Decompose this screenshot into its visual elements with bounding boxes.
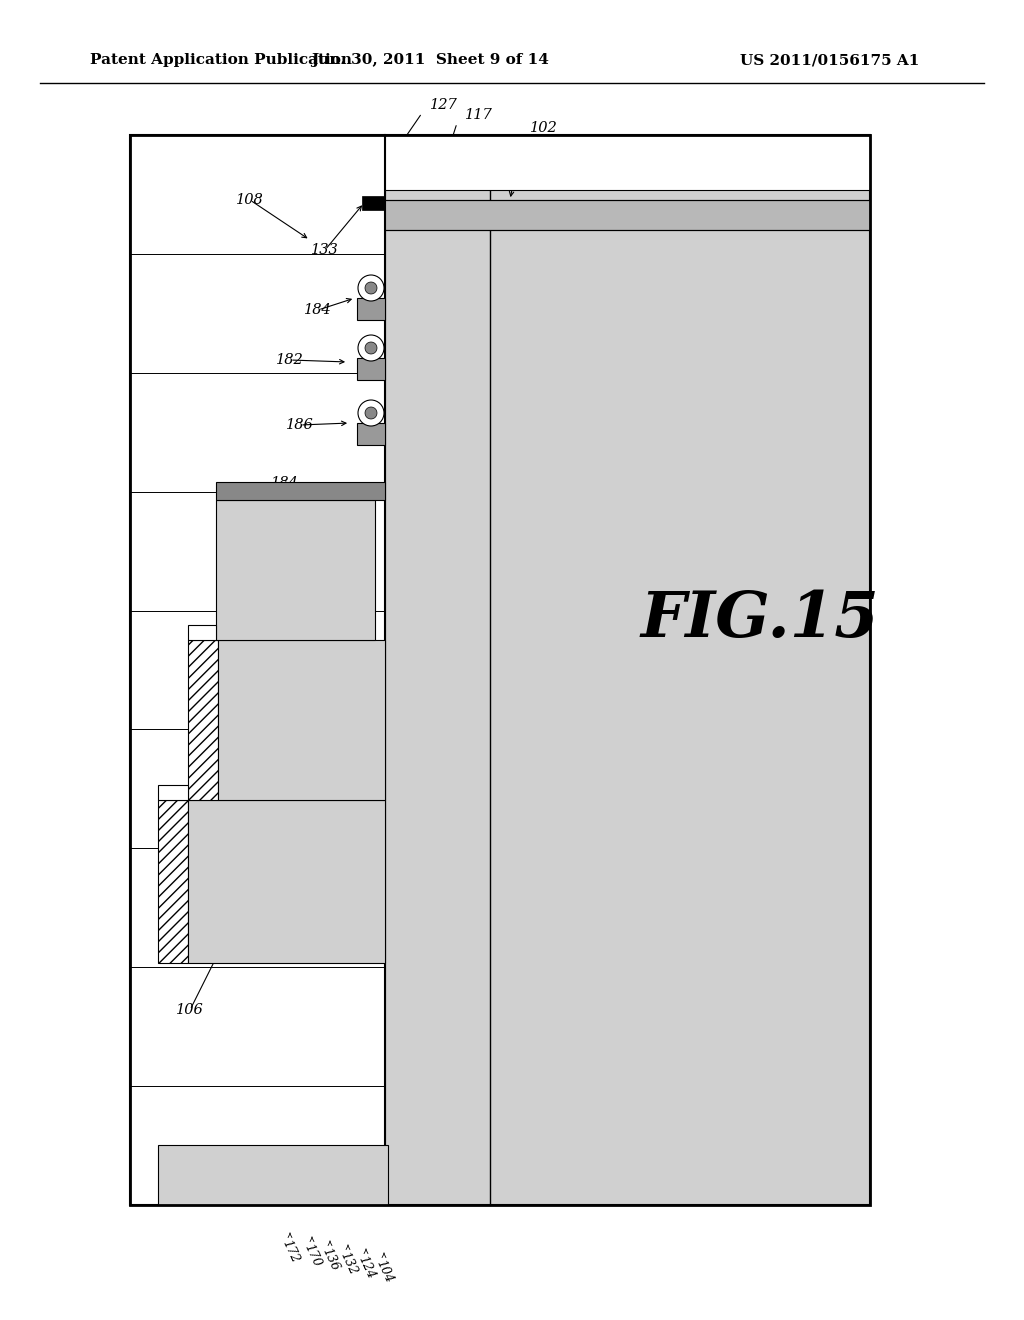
Circle shape <box>358 275 384 301</box>
Text: 186: 186 <box>286 418 314 432</box>
Bar <box>218 640 385 800</box>
Circle shape <box>365 282 377 294</box>
Text: 184: 184 <box>271 477 299 490</box>
Bar <box>216 500 375 640</box>
Text: 108: 108 <box>237 193 264 207</box>
Text: 106: 106 <box>176 1003 204 1016</box>
Text: US 2011/0156175 A1: US 2011/0156175 A1 <box>740 53 920 67</box>
Text: 136: 136 <box>319 1246 341 1274</box>
Circle shape <box>358 400 384 426</box>
Text: 132: 132 <box>337 1250 359 1278</box>
Text: 134: 134 <box>206 733 233 747</box>
Bar <box>216 482 385 500</box>
Bar <box>188 624 216 640</box>
Bar <box>385 135 870 1205</box>
Text: 133: 133 <box>311 243 339 257</box>
Bar <box>188 640 218 800</box>
Bar <box>357 298 385 319</box>
Text: 127: 127 <box>430 98 458 112</box>
Bar <box>385 135 870 190</box>
Text: 184: 184 <box>304 304 332 317</box>
Circle shape <box>365 407 377 418</box>
Text: 172: 172 <box>279 1238 301 1266</box>
Bar <box>357 422 385 445</box>
Bar <box>130 135 385 1205</box>
Text: Jun. 30, 2011  Sheet 9 of 14: Jun. 30, 2011 Sheet 9 of 14 <box>311 53 549 67</box>
Circle shape <box>365 342 377 354</box>
Bar <box>362 195 384 210</box>
Bar <box>188 800 385 964</box>
Bar <box>357 358 385 380</box>
Text: FIG.15: FIG.15 <box>641 589 880 651</box>
Text: 152: 152 <box>296 673 324 686</box>
Text: 136: 136 <box>301 523 329 537</box>
Text: 102: 102 <box>530 121 558 135</box>
Text: 104: 104 <box>373 1258 395 1286</box>
Text: 182: 182 <box>276 352 304 367</box>
Text: Patent Application Publication: Patent Application Publication <box>90 53 352 67</box>
Bar <box>385 201 870 230</box>
Text: 124: 124 <box>355 1254 377 1282</box>
Text: 117: 117 <box>465 108 493 121</box>
Bar <box>158 800 188 964</box>
Bar <box>158 1144 388 1205</box>
Bar <box>130 135 870 1205</box>
Bar <box>158 785 188 800</box>
Circle shape <box>358 335 384 360</box>
Text: 170: 170 <box>301 1242 323 1270</box>
